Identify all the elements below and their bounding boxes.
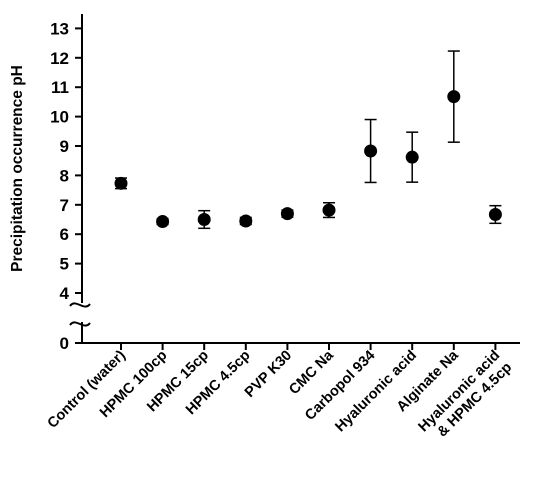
- data-point: [488, 208, 502, 222]
- data-point: [156, 215, 170, 229]
- x-tick-label: Hyaluronic acid& HPMC 4.5cp: [416, 347, 516, 447]
- axis-break-mark: [69, 302, 91, 327]
- y-tick-label: 11: [51, 78, 69, 97]
- data-points: [114, 90, 502, 229]
- data-point: [405, 150, 419, 164]
- y-tick-label: 9: [60, 137, 69, 156]
- error-bars: [115, 50, 502, 230]
- data-point: [280, 207, 294, 221]
- y-tick-label: 8: [60, 166, 69, 185]
- y-tick-label: 4: [60, 284, 70, 303]
- data-point: [114, 176, 128, 190]
- y-tick-label: 10: [50, 108, 69, 127]
- data-point: [197, 213, 211, 226]
- axis-break-squiggle: [69, 321, 91, 327]
- y-tick-label: 7: [60, 196, 69, 215]
- y-tick-label: 6: [60, 225, 69, 244]
- y-tick-label: 13: [50, 19, 69, 38]
- y-tick-label: 5: [60, 255, 69, 274]
- data-point: [447, 90, 461, 104]
- y-ticks: 0 4 5 6 7 8 9 10 11 12 13: [50, 19, 82, 353]
- data-point: [239, 214, 253, 228]
- y-axis-title: Precipitation occurrence pH: [9, 65, 26, 272]
- axis-break-squiggle: [69, 302, 91, 308]
- y-tick-label: 0: [60, 334, 69, 353]
- data-point: [364, 144, 378, 158]
- y-tick-label: 12: [50, 49, 69, 68]
- data-point: [322, 203, 336, 217]
- axes: [69, 14, 520, 344]
